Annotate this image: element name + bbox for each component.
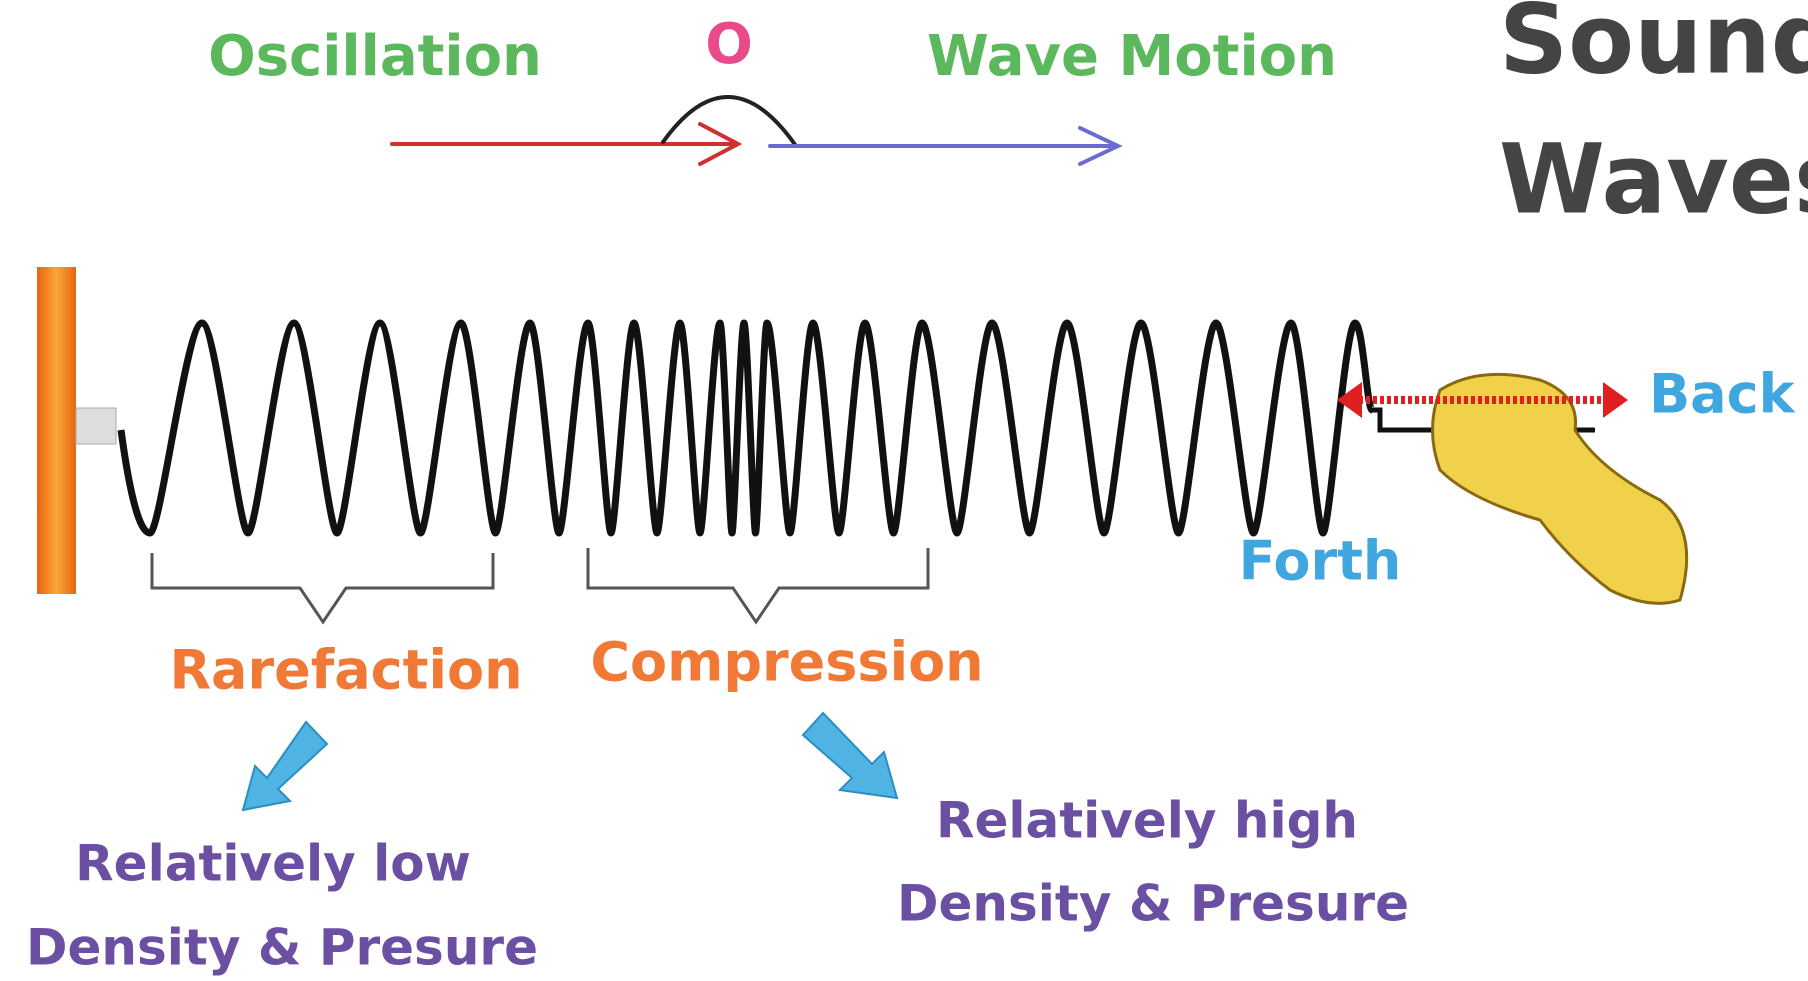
compression-label: Compression <box>590 631 983 694</box>
wall <box>37 267 76 594</box>
spring-mount <box>76 408 116 444</box>
compression-description-1: Relatively high <box>936 792 1358 850</box>
rarefaction-description-1: Relatively low <box>75 835 471 893</box>
title-line1: Sound <box>1499 0 1808 95</box>
sound-waves-diagram: Oscillation O Wave Motion Sound Waves Ra… <box>0 0 1808 981</box>
compression-description-2: Density & Presure <box>897 875 1409 933</box>
rarefaction-label: Rarefaction <box>169 639 522 702</box>
oscillation-label: Oscillation <box>208 24 542 89</box>
back-label: Back <box>1649 363 1796 426</box>
forth-label: Forth <box>1239 530 1402 593</box>
wave-motion-label: Wave Motion <box>927 24 1337 89</box>
title-line2: Waves <box>1499 123 1808 235</box>
rarefaction-description-2: Density & Presure <box>26 919 538 977</box>
point-label: O <box>705 12 753 77</box>
